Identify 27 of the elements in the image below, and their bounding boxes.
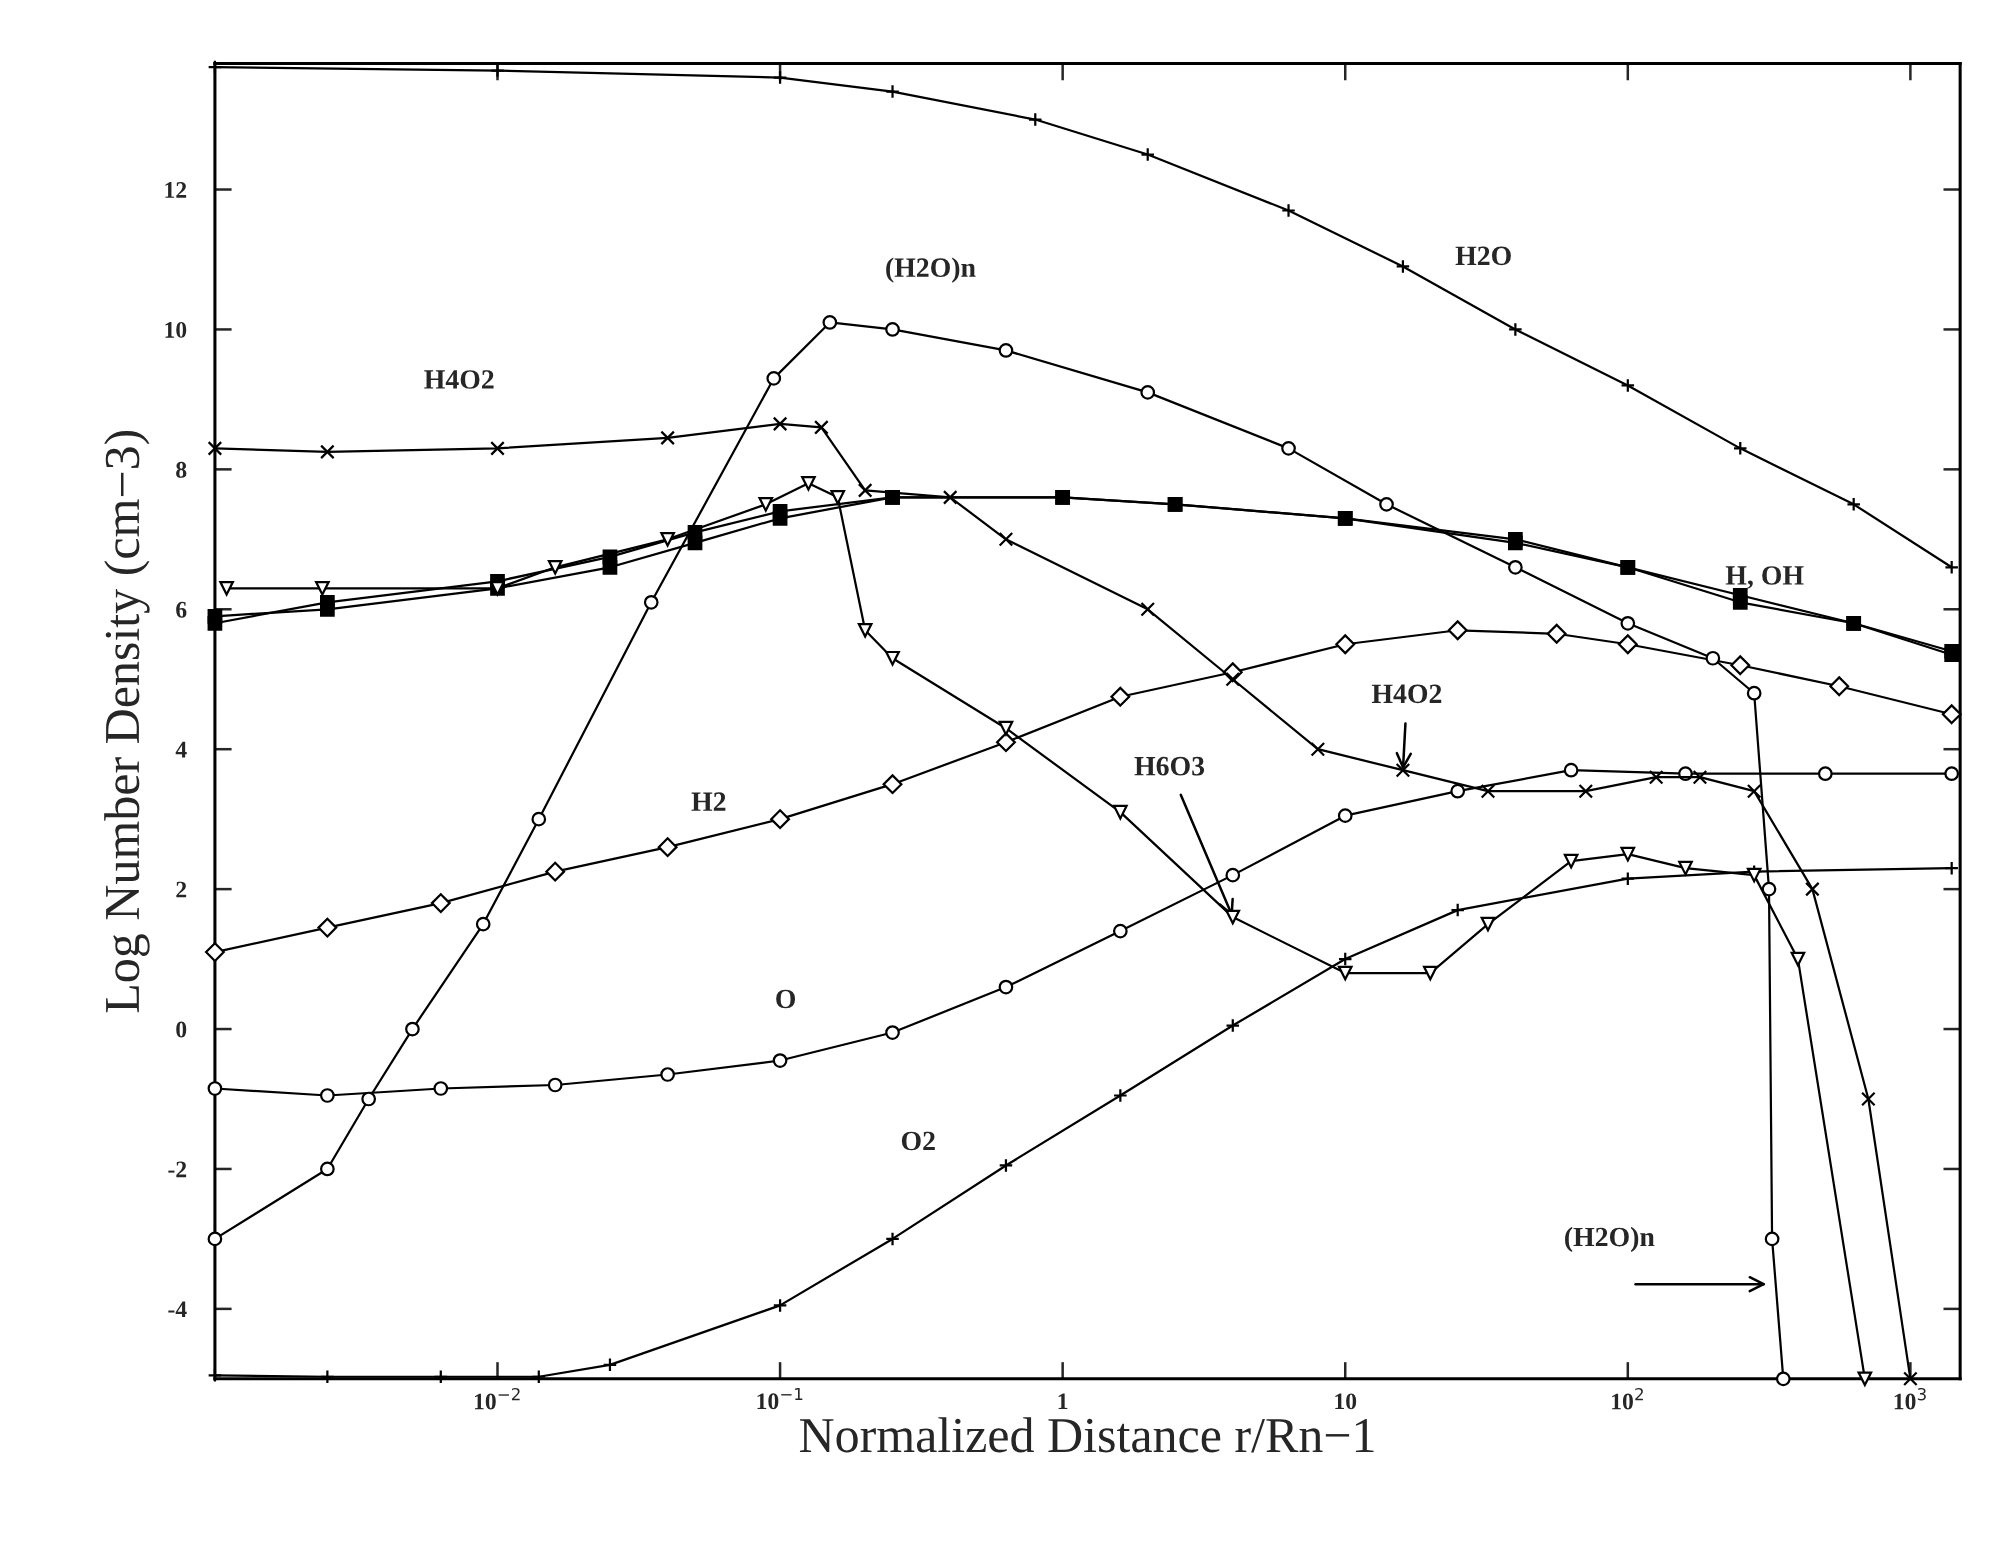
y-tick-label: 12 [165,182,187,198]
y-axis-title: Log Number Density (cm−3) [104,430,150,1013]
x-tick-label: 10$^{−1}$ [757,1387,803,1410]
y-tick-label: 2 [176,881,187,898]
y-tick-label: 10 [165,321,187,338]
x-tick-label: 10$^{2}$ [1612,1387,1643,1410]
y-tick-label: 4 [175,741,187,758]
series-label: H2 [691,792,726,811]
x-tick-label: 10$^{3}$ [1894,1387,1926,1410]
series-label: O [776,989,796,1009]
x-axis-title: Normalized Distance r/Rn−1 [799,1417,1374,1453]
x-tick-label: 1 [1058,1393,1068,1410]
y-tick-label: 6 [176,601,187,618]
y-tick-label: -2 [168,1161,187,1178]
y-tick-label: 0 [176,1021,187,1038]
annotation: (H2O)n [1565,1226,1655,1253]
y-tick-label: -4 [168,1301,187,1318]
y-tick-label: 8 [176,461,187,478]
x-tick-label: 10$^{−2}$ [474,1387,520,1410]
series-label: H6O3 [1134,756,1205,776]
x-tick-label: 10 [1335,1393,1357,1410]
series-label: (H2O)n [886,257,976,283]
series-label: H, OH [1725,566,1804,589]
series-label: O2 [901,1131,935,1151]
series-label: H2O [1455,246,1511,266]
annotation: H4O2 [1371,684,1442,704]
series-label: H4O2 [424,370,494,389]
